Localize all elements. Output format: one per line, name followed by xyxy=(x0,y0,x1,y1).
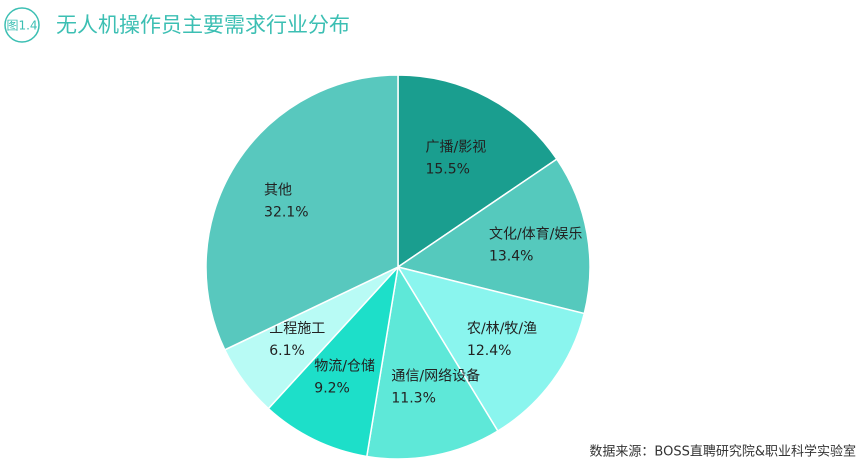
slice-value: 15.5% xyxy=(425,161,469,177)
figure-label: 图1.4 xyxy=(6,19,37,33)
source-note: 数据来源：BOSS直聘研究院&职业科学实验室 xyxy=(589,444,856,460)
slice-label: 工程施工 xyxy=(269,321,325,337)
slice-label: 广播/影视 xyxy=(425,139,486,155)
slice-value: 32.1% xyxy=(264,204,308,220)
pie: 广播/影视 15.5% 文化/体育/娱乐 13.4% 农/林/牧/渔 12.4% 通信/网络… xyxy=(205,74,591,460)
pie-slice xyxy=(365,264,499,460)
pie-slice xyxy=(396,265,586,433)
pie-slice xyxy=(267,264,400,458)
slice-value: 12.4% xyxy=(467,343,511,359)
pie-slice xyxy=(396,158,591,315)
slice-label: 文化/体育/娱乐 xyxy=(489,226,582,242)
slice-value: 11.3% xyxy=(391,391,435,407)
figure-badge xyxy=(4,7,40,43)
slice-value: 9.2% xyxy=(314,381,350,397)
pie-slice xyxy=(397,74,558,269)
slice-label: 其他 xyxy=(264,182,292,198)
slice-label: 通信/网络设备 xyxy=(391,368,480,385)
slice-label: 物流/仓储 xyxy=(314,359,375,375)
slice-label: 农/林/牧/渔 xyxy=(467,321,537,337)
slice-value: 13.4% xyxy=(489,248,533,264)
chart-title: 无人机操作员主要需求行业分布 xyxy=(56,13,350,37)
pie-slice xyxy=(205,74,399,351)
slice-value: 6.1% xyxy=(269,343,305,359)
